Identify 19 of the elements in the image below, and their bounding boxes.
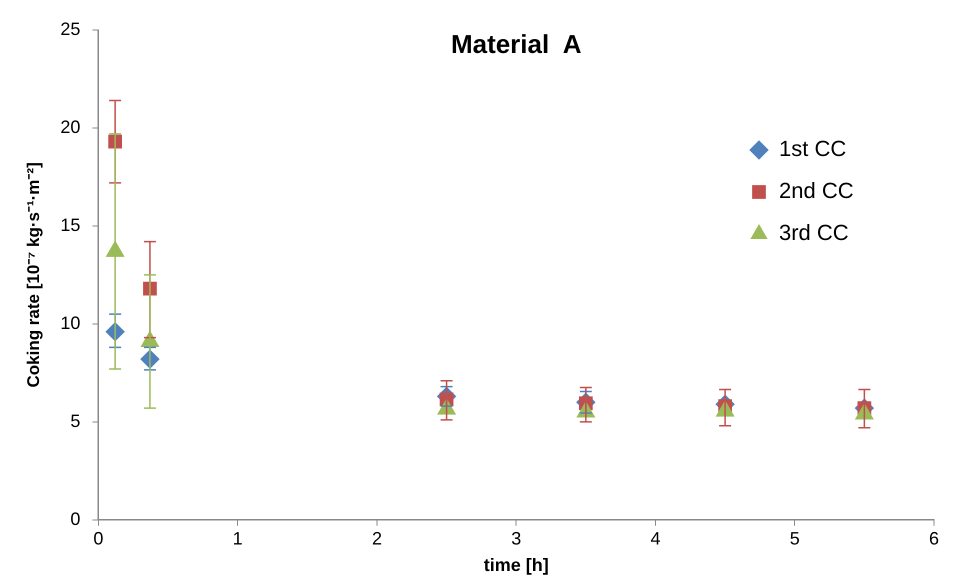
legend-label: 2nd CC	[779, 178, 854, 204]
y-tick-label: 20	[60, 116, 80, 137]
x-tick-label: 4	[650, 528, 660, 549]
y-tick-label: 5	[70, 410, 80, 431]
y-tick-label: 15	[60, 214, 80, 235]
chart-title: Material A	[450, 29, 582, 60]
x-tick-label: 5	[790, 528, 800, 549]
x-axis-title: time [h]	[484, 555, 549, 576]
y-tick-label: 0	[70, 508, 80, 529]
x-tick-label: 3	[511, 528, 522, 549]
x-tick-label: 2	[372, 528, 382, 549]
y-axis-title: Coking rate [10⁻⁷ kg·s⁻¹·m⁻²]	[24, 162, 43, 388]
legend-label: 3rd CC	[779, 220, 849, 246]
y-tick-label: 10	[60, 312, 80, 333]
x-tick-label: 1	[232, 528, 243, 549]
y-tick-label: 25	[60, 18, 80, 39]
x-tick-label: 6	[928, 528, 940, 549]
x-tick-label: 0	[93, 528, 104, 549]
legend-label: 1st CC	[779, 136, 846, 162]
